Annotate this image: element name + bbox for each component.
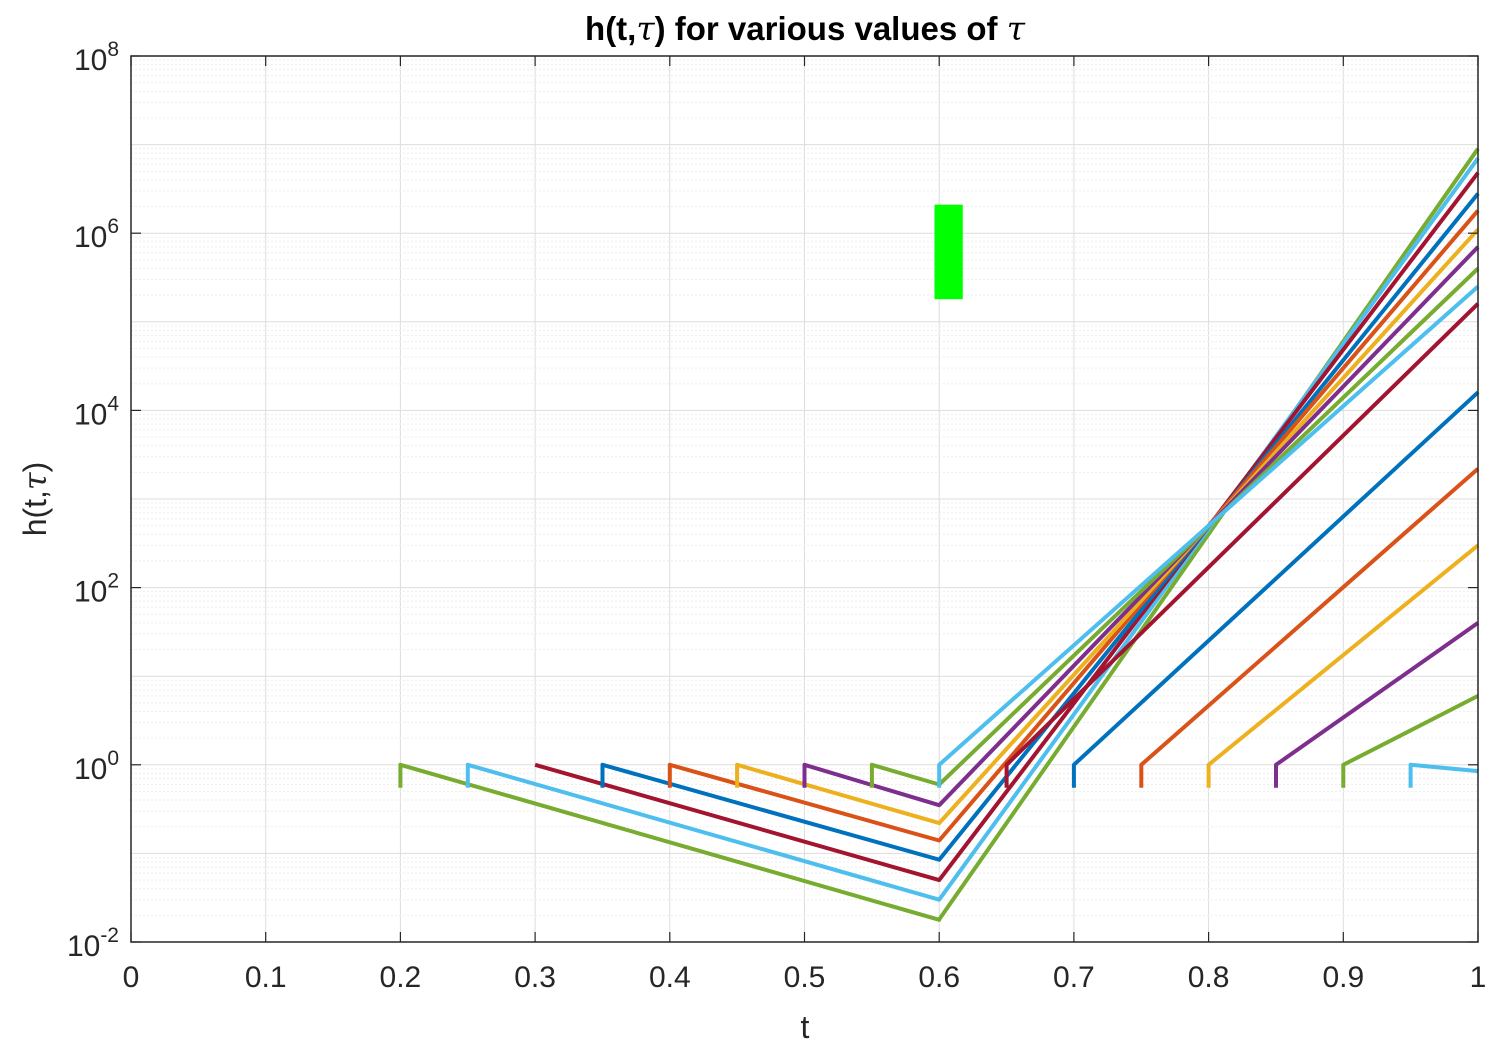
series-line-tau-0.6 (937, 285, 1480, 788)
y-tick-base: 10 (74, 44, 107, 77)
series-line-tau-0.9 (1341, 694, 1479, 788)
x-tick-label: 0.8 (1188, 961, 1230, 994)
y-tick-label: 10-2 (67, 924, 119, 963)
y-tick-label: 102 (74, 570, 119, 609)
y-tick-label: 108 (74, 38, 119, 77)
x-tick-label: 0 (123, 961, 140, 994)
x-tick-label: 0.1 (245, 961, 287, 994)
y-tick-label: 100 (74, 747, 119, 786)
x-tick-label: 0.3 (514, 961, 556, 994)
series-line-tau-0.2 (398, 147, 1480, 922)
y-tick-exponent: -2 (100, 924, 119, 947)
y-axis-label: h(t,τ) (16, 462, 54, 537)
y-tick-base: 10 (74, 398, 107, 431)
x-axis-label: t (801, 1009, 810, 1045)
y-tick-exponent: 8 (107, 38, 119, 61)
series-line-tau-0.95 (1408, 762, 1479, 788)
y-label-tau: τ (16, 471, 54, 490)
x-tick-label: 0.2 (380, 961, 422, 994)
chart-title: h(t,τ) for various values of τ (585, 9, 1026, 48)
y-tick-label: 104 (74, 392, 119, 431)
axes (130, 55, 1479, 943)
series-line-tau-0.85 (1274, 621, 1480, 788)
title-tau-2: τ (1007, 9, 1026, 48)
green-marker (934, 204, 963, 300)
x-tick-label: 0.9 (1322, 961, 1364, 994)
y-tick-exponent: 0 (107, 747, 119, 770)
x-tick-label: 0.4 (649, 961, 691, 994)
x-tick-label: 0.7 (1053, 961, 1095, 994)
series-line-tau-0.65 (1004, 302, 1480, 788)
title-tau: τ (636, 9, 655, 48)
x-tick-label: 0.5 (784, 961, 826, 994)
y-tick-base: 10 (74, 221, 107, 254)
y-tick-base: 10 (67, 930, 100, 963)
y-tick-exponent: 2 (107, 570, 119, 593)
y-tick-base: 10 (74, 576, 107, 609)
series-line-tau-0.3 (534, 171, 1480, 883)
series-line-tau-0.8 (1206, 543, 1480, 788)
x-tick-label: 1 (1470, 961, 1487, 994)
y-tick-exponent: 4 (107, 392, 119, 415)
y-tick-base: 10 (74, 753, 107, 786)
series-line-tau-0.75 (1139, 467, 1480, 788)
plot-lines (398, 147, 1480, 922)
y-tick-exponent: 6 (107, 215, 119, 238)
x-tick-label: 0.6 (918, 961, 960, 994)
series-line-tau-0.7 (1071, 390, 1480, 788)
tick-labels: 0 0.1 0.2 0.3 0.4 0.5 0.6 0.7 0.8 0.9 110-21001021… (67, 38, 1486, 994)
y-tick-label: 106 (74, 215, 119, 254)
